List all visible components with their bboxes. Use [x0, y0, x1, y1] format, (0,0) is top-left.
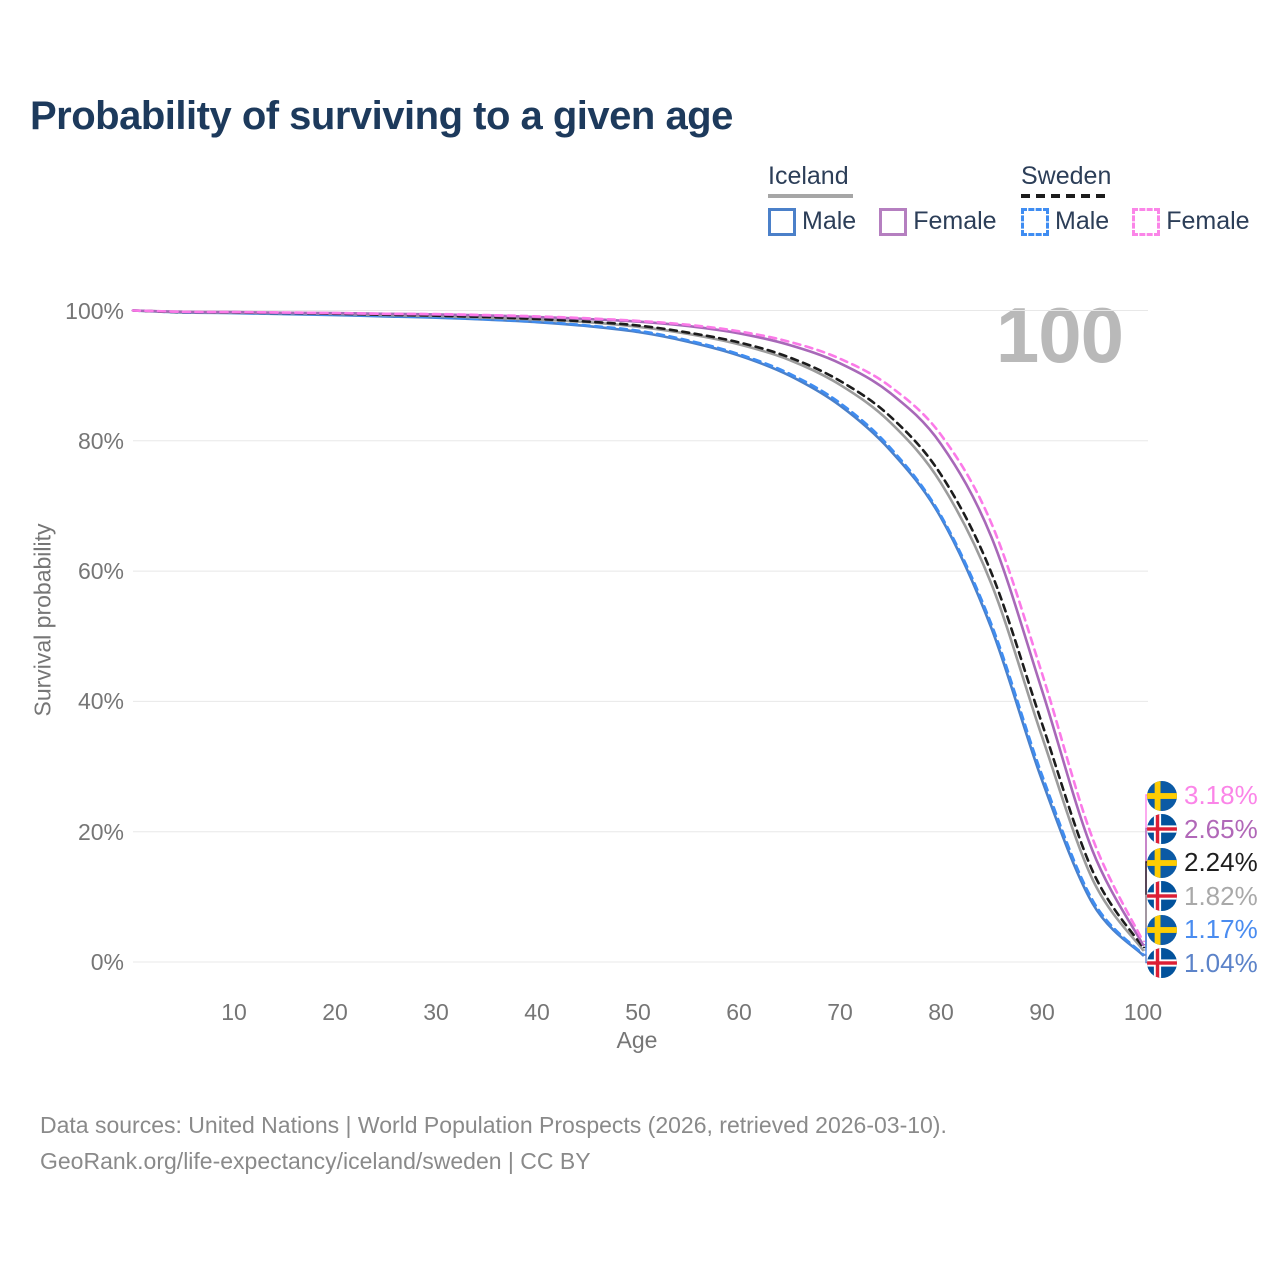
end-label-iceland-male: 1.04%: [1147, 948, 1258, 979]
legend-group-iceland: Iceland Male Female: [768, 162, 997, 236]
x-tick-90: 90: [1029, 999, 1055, 1025]
x-tick-30: 30: [423, 999, 449, 1025]
footer-attribution: Data sources: United Nations | World Pop…: [40, 1107, 947, 1179]
legend-underline-dashed: [1021, 194, 1111, 198]
end-label-value: 3.18%: [1184, 780, 1258, 810]
legend-title-iceland: Iceland: [768, 162, 849, 190]
y-tick-20%: 20%: [77, 818, 124, 845]
sweden-male-swatch-icon: [1021, 207, 1049, 236]
end-label-iceland-female: 2.65%: [1147, 814, 1258, 845]
end-label-iceland-total: 1.82%: [1147, 881, 1258, 912]
y-tick-80%: 80%: [77, 427, 124, 454]
end-label-value: 2.65%: [1184, 813, 1258, 844]
legend-entry-iceland-male[interactable]: Male: [768, 207, 856, 236]
legend-group-sweden: Sweden Male Female: [1021, 162, 1250, 236]
end-label-value: 1.17%: [1184, 914, 1258, 944]
legend-label: Male: [1055, 207, 1110, 235]
legend-entry-sweden-male[interactable]: Male: [1021, 207, 1109, 236]
x-axis-title: Age: [616, 1027, 658, 1053]
legend-underline-solid: [768, 194, 853, 198]
x-tick-70: 70: [827, 999, 853, 1025]
y-tick-100%: 100%: [65, 297, 124, 324]
end-label-value: 1.82%: [1184, 880, 1258, 911]
sweden-flag-icon: [1147, 780, 1177, 811]
x-tick-100: 100: [1123, 999, 1163, 1025]
iceland-flag-icon: [1147, 948, 1177, 978]
iceland-female-swatch-icon: [879, 207, 908, 236]
x-tick-80: 80: [928, 999, 954, 1025]
footer-url-line: GeoRank.org/life-expectancy/iceland/swed…: [40, 1148, 591, 1174]
end-label-value: 2.24%: [1184, 847, 1258, 877]
sweden-flag-icon: [1147, 914, 1177, 945]
curve-sweden-female[interactable]: [131, 309, 1145, 943]
end-label-sweden-total: 2.24%: [1147, 847, 1258, 878]
iceland-male-swatch-icon: [768, 207, 796, 236]
x-tick-10: 10: [221, 999, 247, 1025]
legend-label: Male: [802, 207, 857, 235]
x-tick-40: 40: [524, 999, 550, 1025]
curve-iceland-male[interactable]: [131, 309, 1145, 957]
y-tick-40%: 40%: [77, 688, 124, 715]
sweden-female-swatch-icon: [1132, 207, 1161, 236]
footer-sources-line: Data sources: United Nations | World Pop…: [40, 1112, 947, 1138]
sweden-flag-icon: [1147, 847, 1177, 878]
hovered-age-watermark: 100: [995, 291, 1124, 379]
legend-title-sweden: Sweden: [1021, 162, 1112, 190]
end-label-sweden-female: 3.18%: [1147, 780, 1258, 811]
legend-label: Female: [913, 207, 997, 235]
y-axis-title: Survival probability: [29, 523, 56, 717]
iceland-flag-icon: [1147, 881, 1177, 911]
x-tick-20: 20: [322, 999, 348, 1025]
iceland-flag-icon: [1147, 814, 1177, 844]
y-tick-0%: 0%: [90, 949, 124, 975]
legend-label: Female: [1166, 207, 1250, 235]
legend-entry-iceland-female[interactable]: Female: [879, 207, 997, 236]
y-tick-60%: 60%: [77, 558, 124, 585]
x-tick-50: 50: [625, 999, 651, 1025]
page-title: Probability of surviving to a given age: [30, 94, 733, 138]
end-label-sweden-male: 1.17%: [1147, 914, 1258, 945]
curve-sweden-male[interactable]: [131, 309, 1145, 956]
legend-entry-sweden-female[interactable]: Female: [1132, 207, 1250, 236]
end-label-value: 1.04%: [1184, 947, 1258, 978]
x-tick-60: 60: [726, 999, 752, 1025]
